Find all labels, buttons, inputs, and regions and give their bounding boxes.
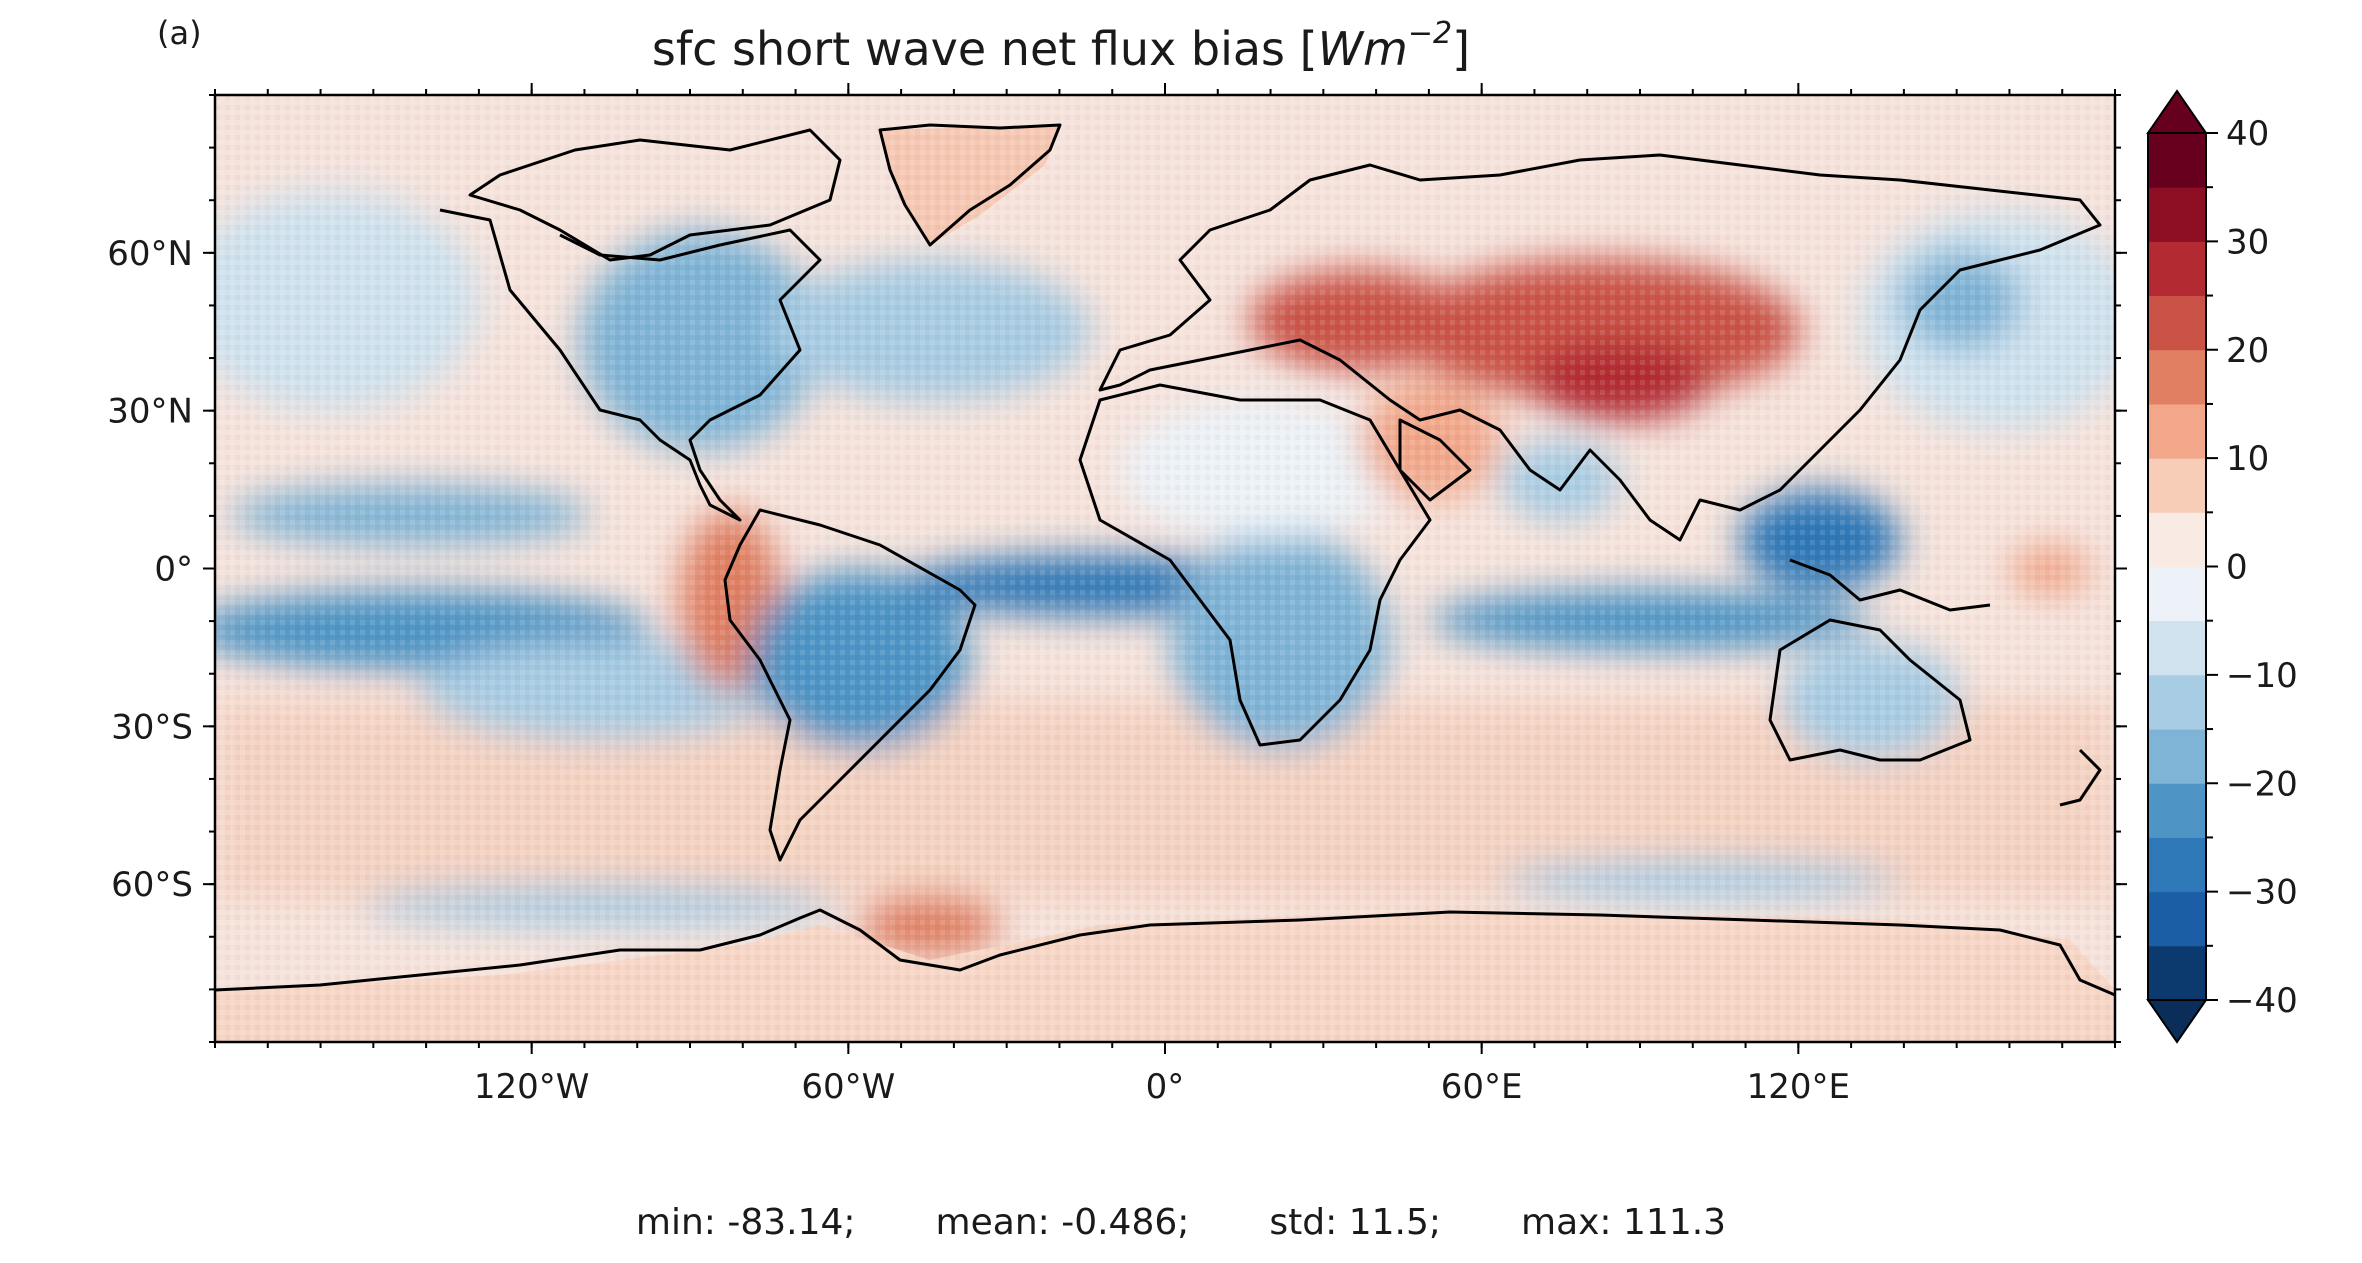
x-tick-label: 60°E — [1441, 1067, 1523, 1107]
colorbar-segment — [2148, 403, 2206, 459]
colorbar-tick-label: 40 — [2226, 114, 2269, 154]
colorbar-tick-label: −10 — [2226, 656, 2298, 696]
coast-indonesia — [1789, 558, 1991, 612]
coast-new-zealand — [2059, 748, 2102, 807]
coast-north-america — [439, 208, 822, 522]
coast-arctic-canada — [468, 128, 842, 262]
y-tick-label: 30°N — [107, 392, 193, 432]
map-ticks: 120°W 60°W 0° 60°E 120°E 60°N 30°N 0° 30°S 60°S — [107, 83, 2127, 1107]
coast-arabia — [1398, 418, 1472, 502]
plot-title: sfc short wave net flux bias [Wm−2] — [0, 19, 2122, 77]
colorbar-segment — [2148, 891, 2206, 947]
colorbar-segment — [2148, 566, 2206, 622]
colorbar-segment — [2148, 133, 2206, 188]
colorbar-segment — [2148, 458, 2206, 513]
colorbar-tick-label: −30 — [2226, 873, 2298, 913]
stat-std: std: 11.5; — [1269, 1202, 1441, 1243]
title-suffix: ] — [1452, 22, 1471, 76]
x-tick-label: 120°E — [1747, 1067, 1850, 1107]
bias-field — [215, 95, 2115, 1042]
coast-south-america — [723, 508, 977, 862]
coast-australia — [1768, 618, 1972, 762]
stat-mean: mean: -0.486; — [935, 1202, 1190, 1243]
stat-min: min: -83.14; — [635, 1202, 856, 1243]
colorbar: 40 30 20 10 0 −10 −20 −30 −40 — [2146, 89, 2298, 1044]
colorbar-segment — [2148, 295, 2206, 351]
coast-antarctica — [215, 908, 2115, 997]
colorbar-segment — [2148, 783, 2206, 838]
colorbar-tick-label: 30 — [2226, 222, 2269, 262]
colorbar-segment — [2148, 837, 2206, 893]
colorbar-tick-label: −40 — [2226, 981, 2298, 1021]
colorbar-tick-label: 10 — [2226, 439, 2269, 479]
coast-africa — [1078, 383, 1432, 747]
colorbar-segment — [2148, 674, 2206, 730]
panel-label: (a) — [157, 14, 202, 52]
colorbar-segment — [2148, 349, 2206, 405]
colorbar-segment — [2148, 512, 2206, 567]
title-text: sfc short wave net flux bias [ — [651, 22, 1318, 76]
stat-max: max: 111.3 — [1521, 1202, 1727, 1243]
stats-line: min: -83.14; mean: -0.486; std: 11.5; max: … — [0, 1202, 2362, 1243]
colorbar-segment — [2148, 187, 2206, 242]
coast-greenland — [878, 123, 1062, 247]
y-tick-label: 30°S — [111, 707, 193, 747]
colorbar-segment — [2148, 729, 2206, 784]
coast-eurasia — [1098, 153, 2102, 542]
y-tick-label: 60°N — [107, 234, 193, 274]
colorbar-segment — [2148, 241, 2206, 297]
colorbar-extend-max — [2146, 89, 2208, 134]
colorbar-tick-label: −20 — [2226, 764, 2298, 804]
colorbar-segment — [2148, 620, 2206, 676]
colorbar-tick-label: 20 — [2226, 331, 2269, 371]
y-tick-label: 0° — [154, 550, 193, 590]
pixel-texture — [215, 95, 2115, 1042]
colorbar-tick-label: 0 — [2226, 548, 2248, 588]
title-unit: Wm — [1317, 22, 1408, 76]
x-tick-label: 0° — [1146, 1067, 1185, 1107]
x-tick-label: 120°W — [474, 1067, 590, 1107]
y-tick-label: 60°S — [111, 865, 193, 905]
x-tick-label: 60°W — [801, 1067, 895, 1107]
title-unit-exponent: −2 — [1407, 16, 1453, 51]
colorbar-extend-min — [2146, 999, 2208, 1044]
coastlines — [215, 123, 2115, 997]
colorbar-segment — [2148, 945, 2206, 1001]
